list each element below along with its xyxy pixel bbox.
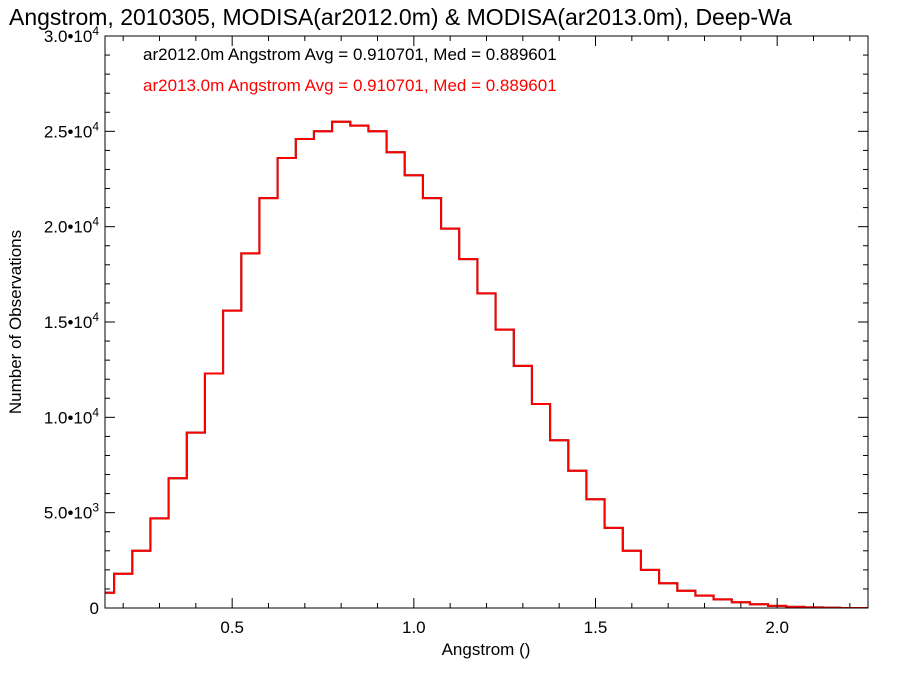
y-tick-label: 1.0•104 [44, 405, 100, 427]
plot-frame [104, 35, 869, 609]
series-layer [105, 120, 868, 608]
x-axis-title: Angstrom () [442, 640, 531, 659]
y-tick-label: 2.5•104 [44, 119, 100, 141]
x-tick-label: 0.5 [220, 618, 244, 637]
chart-title: Angstrom, 2010305, MODISA(ar2012.0m) & M… [9, 4, 792, 30]
x-tick-label: 1.0 [402, 618, 426, 637]
x-tick-label: 1.5 [584, 618, 608, 637]
series-line-ar2013.0m [105, 120, 868, 608]
series-line-ar2012.0m [105, 120, 868, 608]
y-tick-label: 0 [90, 599, 99, 618]
legend-entry: ar2012.0m Angstrom Avg = 0.910701, Med =… [143, 45, 557, 64]
x-tick-label: 2.0 [765, 618, 789, 637]
ticks-layer: 0.5 1.0 1.5 2.0 0 5.0•103 1.0•104 1.5•104 2.0•10… [44, 24, 868, 637]
legend: ar2012.0m Angstrom Avg = 0.910701, Med =… [143, 45, 557, 95]
y-tick-label: 2.0•104 [44, 215, 100, 237]
y-tick-label: 1.5•104 [44, 310, 100, 332]
y-axis-title: Number of Observations [6, 230, 25, 414]
legend-entry: ar2013.0m Angstrom Avg = 0.910701, Med =… [143, 76, 557, 95]
y-tick-label: 5.0•103 [44, 501, 100, 523]
y-tick-label: 3.0•104 [44, 24, 100, 46]
